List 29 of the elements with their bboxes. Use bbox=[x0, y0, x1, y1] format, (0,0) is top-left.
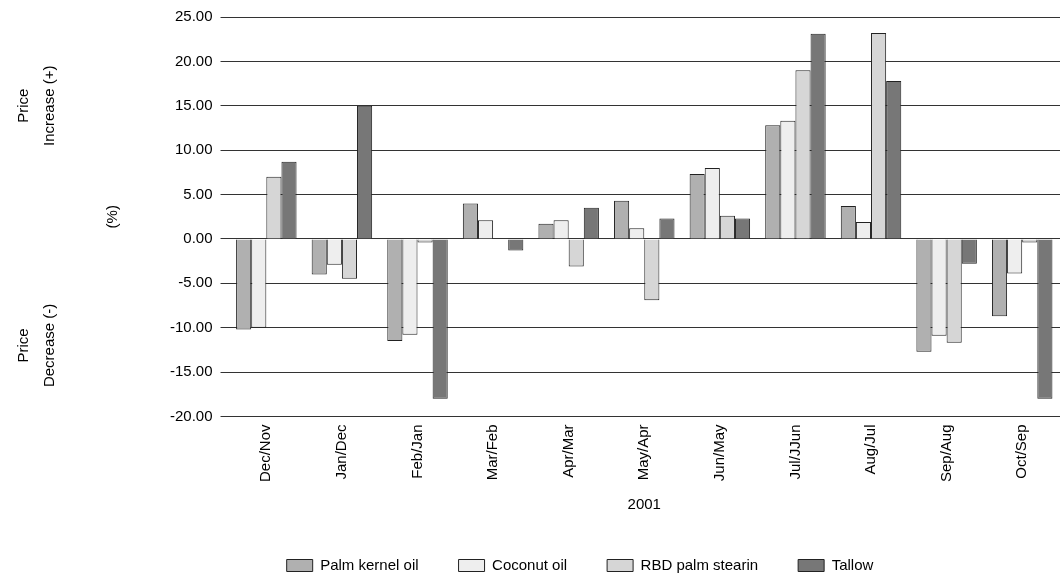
x-tick-label: Jul/JJun bbox=[785, 424, 803, 480]
x-tick-label: Aug/Jul bbox=[861, 424, 879, 475]
y-tick-label: 20.00 bbox=[174, 51, 213, 69]
x-tick-label: Jan/Dec bbox=[332, 423, 350, 480]
x-tick-label: Sep/Aug bbox=[936, 424, 954, 482]
text: Price Increase (+) bbox=[14, 65, 58, 146]
y-axis-title: (%) bbox=[103, 205, 121, 229]
y-tick-label: -20.00 bbox=[169, 406, 213, 424]
y-tick-label: -15.00 bbox=[169, 362, 213, 380]
x-tick-label: May/Apr bbox=[634, 424, 652, 481]
x-tick-label: Dec/Nov bbox=[256, 423, 274, 482]
legend-label: Palm kernel oil bbox=[320, 555, 419, 573]
legend-label: RBD palm stearin bbox=[640, 555, 759, 573]
x-tick-label: Mar/Feb bbox=[483, 424, 501, 481]
y-tick-label: 5.00 bbox=[183, 184, 213, 202]
x-tick-label: Feb/Jan bbox=[407, 424, 425, 479]
legend-label: Tallow bbox=[831, 555, 874, 573]
x-axis-title: 2001 bbox=[627, 495, 661, 513]
x-tick-label: Apr/Mar bbox=[558, 424, 576, 478]
y-tick-label: -5.00 bbox=[178, 273, 213, 291]
text: Price Decrease (-) bbox=[14, 303, 58, 388]
y-tick-label: 0.00 bbox=[183, 229, 213, 247]
x-tick-label: Oct/Sep bbox=[1012, 424, 1030, 479]
x-tick-label: Jun/May bbox=[709, 423, 727, 482]
legend-label: Coconut oil bbox=[492, 555, 568, 573]
y-tick-label: -10.00 bbox=[169, 317, 213, 335]
y-tick-label: 15.00 bbox=[174, 95, 213, 113]
y-tick-label: 25.00 bbox=[174, 7, 213, 25]
y-tick-label: 10.00 bbox=[174, 140, 213, 158]
